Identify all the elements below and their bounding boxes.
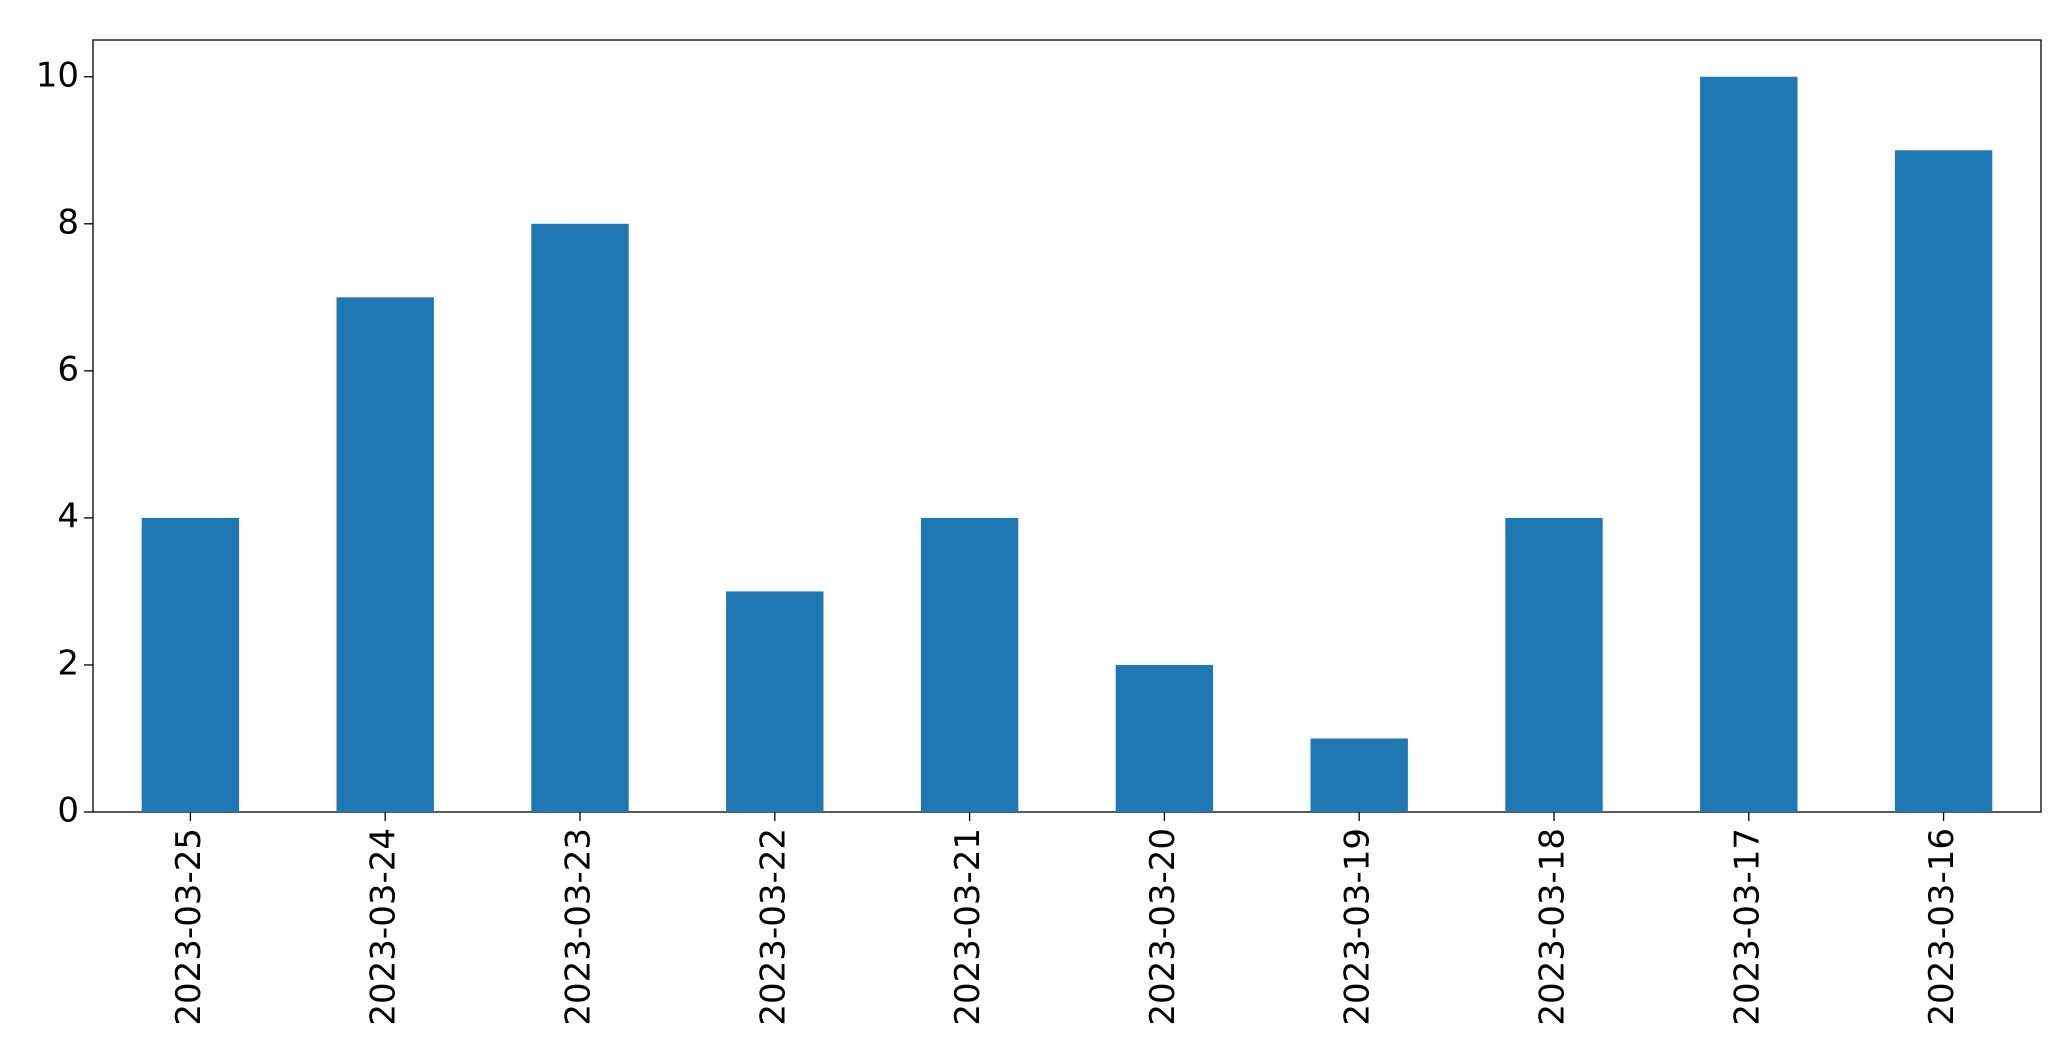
x-tick-label: 2023-03-22 [753, 828, 793, 1026]
x-tick-label: 2023-03-23 [559, 828, 599, 1026]
y-tick-label: 0 [57, 791, 79, 831]
x-tick-label: 2023-03-18 [1533, 828, 1573, 1026]
x-tick-label: 2023-03-25 [169, 828, 209, 1026]
x-tick-label: 2023-03-24 [364, 828, 404, 1026]
bar [336, 297, 434, 812]
y-tick-label: 4 [57, 496, 79, 536]
bar [531, 223, 629, 813]
x-tick-label: 2023-03-17 [1727, 828, 1767, 1026]
y-tick-label: 8 [57, 202, 79, 242]
x-tick-label: 2023-03-19 [1338, 828, 1378, 1026]
bar [726, 591, 824, 812]
x-tick-label: 2023-03-21 [948, 828, 988, 1026]
y-tick-label: 2 [57, 643, 79, 683]
x-tick-label: 2023-03-16 [1922, 828, 1962, 1026]
bar [1700, 76, 1798, 812]
y-tick-label: 10 [36, 55, 79, 95]
bar [920, 517, 1019, 812]
bar [1505, 517, 1603, 812]
plot-frame [92, 39, 2042, 813]
y-tick-label: 6 [57, 349, 79, 389]
bar [141, 517, 240, 812]
bar [1115, 664, 1214, 812]
bar [1310, 738, 1408, 812]
bar [1894, 150, 1993, 813]
x-tick-label: 2023-03-20 [1143, 828, 1183, 1026]
